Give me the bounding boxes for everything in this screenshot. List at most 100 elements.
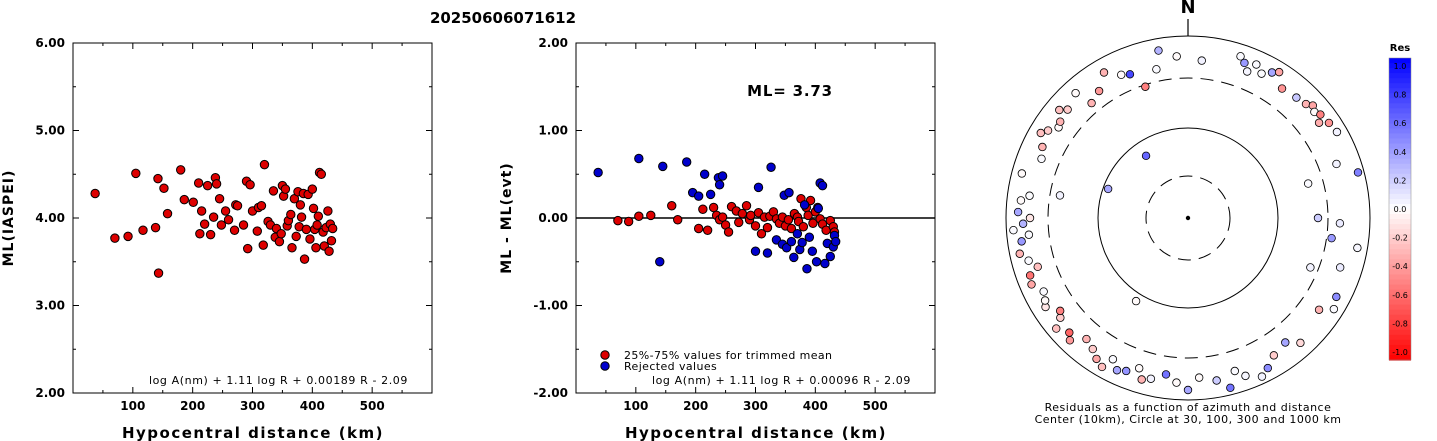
ml-data-point: [188, 197, 198, 207]
station-residual-point: [1172, 52, 1181, 61]
ml-data-point: [313, 211, 324, 221]
azimuth-residual-plot: [1005, 19, 1371, 401]
station-residual-point: [1017, 169, 1027, 178]
station-residual-point: [1172, 378, 1181, 387]
rejected-residual-point: [705, 189, 716, 200]
station-residual-point: [1242, 67, 1252, 76]
station-residual-point: [1314, 118, 1324, 127]
colorbar-tick-label: 0.2: [1394, 176, 1407, 185]
plot1-ytick-label: 6.00: [35, 36, 65, 50]
colorbar-tick-label: 0.0: [1394, 205, 1407, 214]
accepted-residual-point: [798, 222, 809, 232]
accepted-residual-point: [808, 218, 818, 228]
colorbar-tick-label: -0.4: [1392, 262, 1408, 271]
ml-data-point: [110, 233, 120, 243]
rejected-residual-point: [784, 187, 794, 198]
rejected-residual-point: [717, 171, 728, 181]
station-residual-point: [1281, 338, 1290, 347]
rejected-residual-point: [792, 229, 803, 239]
ml-data-point: [268, 186, 279, 196]
colorbar-band: [1389, 294, 1411, 301]
station-residual-point: [1332, 159, 1341, 169]
station-residual-point: [1052, 324, 1061, 333]
plot1-ylabel: ML(IASPEI): [1, 170, 17, 267]
station-residual-point: [1332, 127, 1342, 137]
colorbar-tick-label: -1.0: [1392, 348, 1408, 357]
accepted-residual-point: [634, 211, 644, 221]
colorbar-frame: [1388, 57, 1412, 361]
ml-data-point: [327, 223, 338, 234]
rejected-residual-point: [797, 237, 807, 248]
station-residual-point: [1082, 334, 1091, 344]
colorbar-band: [1389, 138, 1411, 145]
colorbar-tick-label: -0.6: [1392, 291, 1408, 300]
colorbar-band: [1389, 133, 1411, 140]
ml-data-point: [223, 215, 234, 225]
ml-data-point: [138, 225, 148, 235]
station-residual-point: [1024, 230, 1034, 239]
station-residual-point: [1292, 93, 1301, 102]
rejected-residual-point: [762, 248, 773, 258]
colorbar-band: [1389, 214, 1411, 220]
station-residual-point: [1015, 249, 1024, 258]
ml-data-point: [208, 212, 219, 222]
colorbar-tick-label: 1.0: [1394, 62, 1407, 71]
colorbar-band: [1389, 219, 1411, 225]
colorbar-band: [1389, 128, 1411, 135]
ml-data-point: [301, 224, 312, 235]
station-residual-point: [1039, 287, 1048, 296]
station-residual-point: [1154, 46, 1163, 55]
ml-data-point: [291, 231, 301, 242]
rejected-residual-point: [830, 236, 841, 247]
plot2-ytick-label: 1.00: [538, 124, 568, 138]
ml-data-point: [153, 268, 164, 278]
ml-data-point: [131, 168, 141, 179]
ml-data-point: [296, 212, 307, 222]
accepted-residual-point: [698, 204, 708, 214]
accepted-residual-point: [646, 210, 656, 221]
ml-data-point: [159, 183, 169, 193]
colorbar-band: [1389, 269, 1411, 276]
station-residual-point: [1055, 191, 1065, 200]
station-residual-point: [1134, 364, 1144, 373]
rejected-residual-point: [825, 251, 835, 262]
station-residual-point: [1121, 366, 1131, 376]
legend-rejected-label: Rejected values: [624, 360, 717, 373]
station-residual-point: [1055, 105, 1064, 115]
plot2-ylabel: ML - ML(evt): [499, 162, 515, 273]
station-residual-point: [1108, 355, 1118, 364]
rejected-residual-point: [811, 257, 822, 267]
station-residual-point: [1065, 336, 1075, 345]
colorbar-band: [1389, 289, 1411, 296]
figure-title: 20250606071612: [430, 9, 576, 27]
accepted-residual-point: [693, 223, 704, 234]
colorbar-band: [1389, 163, 1411, 170]
station-residual-point: [1324, 118, 1334, 128]
plot2-xtick-label: 400: [803, 399, 828, 413]
plot2-formula: log A(nm) + 1.11 log R + 0.00096 R - 2.0…: [652, 374, 911, 387]
station-residual-point: [1017, 237, 1026, 246]
colorbar-band: [1389, 259, 1411, 265]
colorbar-band: [1389, 284, 1411, 291]
station-residual-point: [1125, 70, 1135, 79]
ml-data-point: [312, 220, 322, 230]
station-residual-point: [1009, 226, 1018, 235]
colorbar-title: Res: [1390, 43, 1410, 54]
station-residual-point: [1025, 191, 1034, 200]
colorbar-band: [1389, 68, 1411, 74]
colorbar-band: [1389, 118, 1411, 125]
colorbar-band: [1389, 299, 1411, 306]
rejected-residual-point: [658, 161, 668, 172]
colorbar-band: [1389, 349, 1411, 356]
station-residual-point: [1013, 207, 1023, 217]
ring-30km: [1145, 175, 1231, 261]
polar-caption-line1: Residuals as a function of azimuth and d…: [1045, 401, 1332, 414]
rejected-residual-point: [593, 167, 603, 178]
station-residual-point: [1065, 328, 1074, 337]
station-residual-point: [1327, 233, 1336, 243]
station-residual-point: [1056, 117, 1065, 126]
rejected-residual-point: [786, 236, 797, 247]
station-residual-point: [1226, 383, 1235, 393]
colorbar-band: [1389, 73, 1411, 79]
colorbar-band: [1389, 229, 1411, 235]
